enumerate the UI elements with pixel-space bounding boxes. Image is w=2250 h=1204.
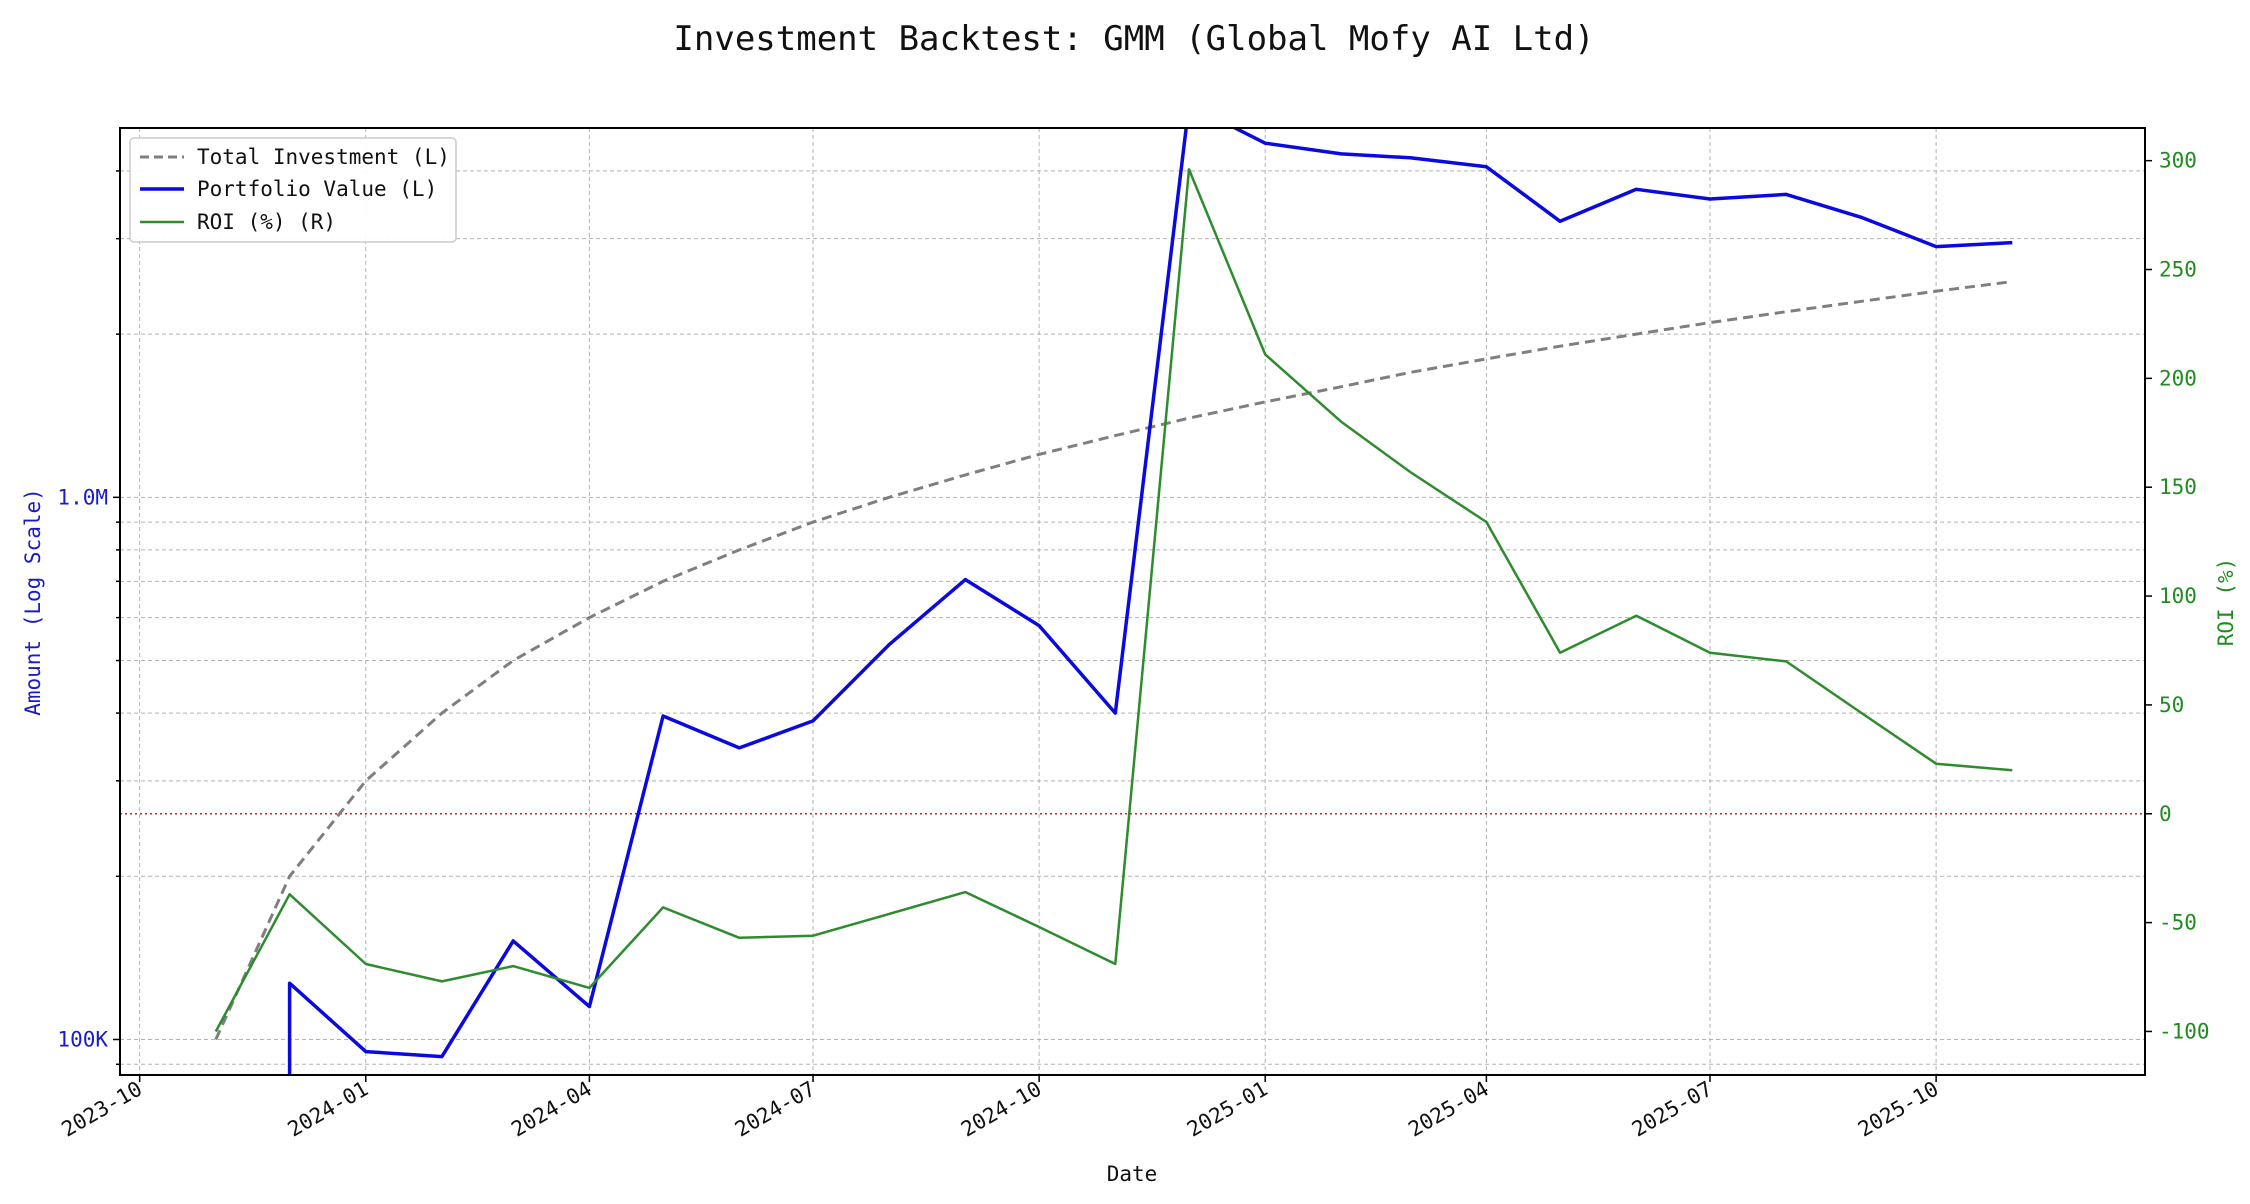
legend-label-total-investment: Total Investment (L) (197, 145, 450, 169)
series-line-portfolio-value-l (287, 128, 2013, 1075)
right-tick-label: 0 (2159, 802, 2172, 826)
left-tick-label: 1.0M (57, 485, 108, 509)
right-tick-label: 200 (2159, 366, 2197, 390)
right-axis-ticks: -100 -50 0 50 100 150 200 250 300 (2145, 149, 2210, 1043)
right-tick-label: 50 (2159, 693, 2184, 717)
grid-layer (120, 128, 2145, 1075)
x-tick-label: 2024-10 (957, 1077, 1046, 1142)
plot-frame (119, 127, 2146, 1076)
chart-title: Investment Backtest: GMM (Global Mofy AI… (673, 19, 1594, 59)
right-tick-label: 300 (2159, 149, 2197, 173)
left-axis-label: Amount (Log Scale) (21, 488, 45, 716)
right-axis-label: ROI (%) (2214, 558, 2238, 647)
right-tick-label: 150 (2159, 475, 2197, 499)
right-tick-label: 250 (2159, 258, 2197, 282)
series-line-roi-r (214, 168, 2013, 1033)
legend-box (129, 137, 457, 243)
x-tick-label: 2023-10 (58, 1077, 147, 1142)
left-axis-ticks: 100K 1.0M (57, 170, 120, 1066)
right-tick-label: -50 (2159, 911, 2197, 935)
x-axis-label: Date (1107, 1162, 1158, 1186)
left-tick-label: 100K (57, 1027, 108, 1051)
x-tick-label: 2024-04 (507, 1077, 596, 1142)
legend-label-roi: ROI (%) (R) (197, 210, 336, 234)
x-tick-label: 2025-10 (1854, 1077, 1943, 1142)
x-tick-label: 2024-07 (731, 1077, 820, 1142)
right-tick-label: 100 (2159, 584, 2197, 608)
legend: Total Investment (L) Portfolio Value (L)… (129, 137, 457, 243)
x-tick-label: 2025-01 (1183, 1077, 1272, 1142)
x-tick-label: 2025-07 (1628, 1077, 1717, 1142)
series-layer (214, 128, 2013, 1075)
x-tick-label: 2024-01 (284, 1077, 373, 1142)
x-axis-ticks: 2023-10 2024-01 2024-04 2024-07 2024-10 2025-… (58, 1075, 1943, 1142)
right-tick-label: -100 (2159, 1019, 2210, 1043)
legend-label-portfolio-value: Portfolio Value (L) (197, 177, 437, 201)
x-tick-label: 2025-04 (1404, 1077, 1493, 1142)
series-line-total-investment-l (214, 280, 2013, 1041)
